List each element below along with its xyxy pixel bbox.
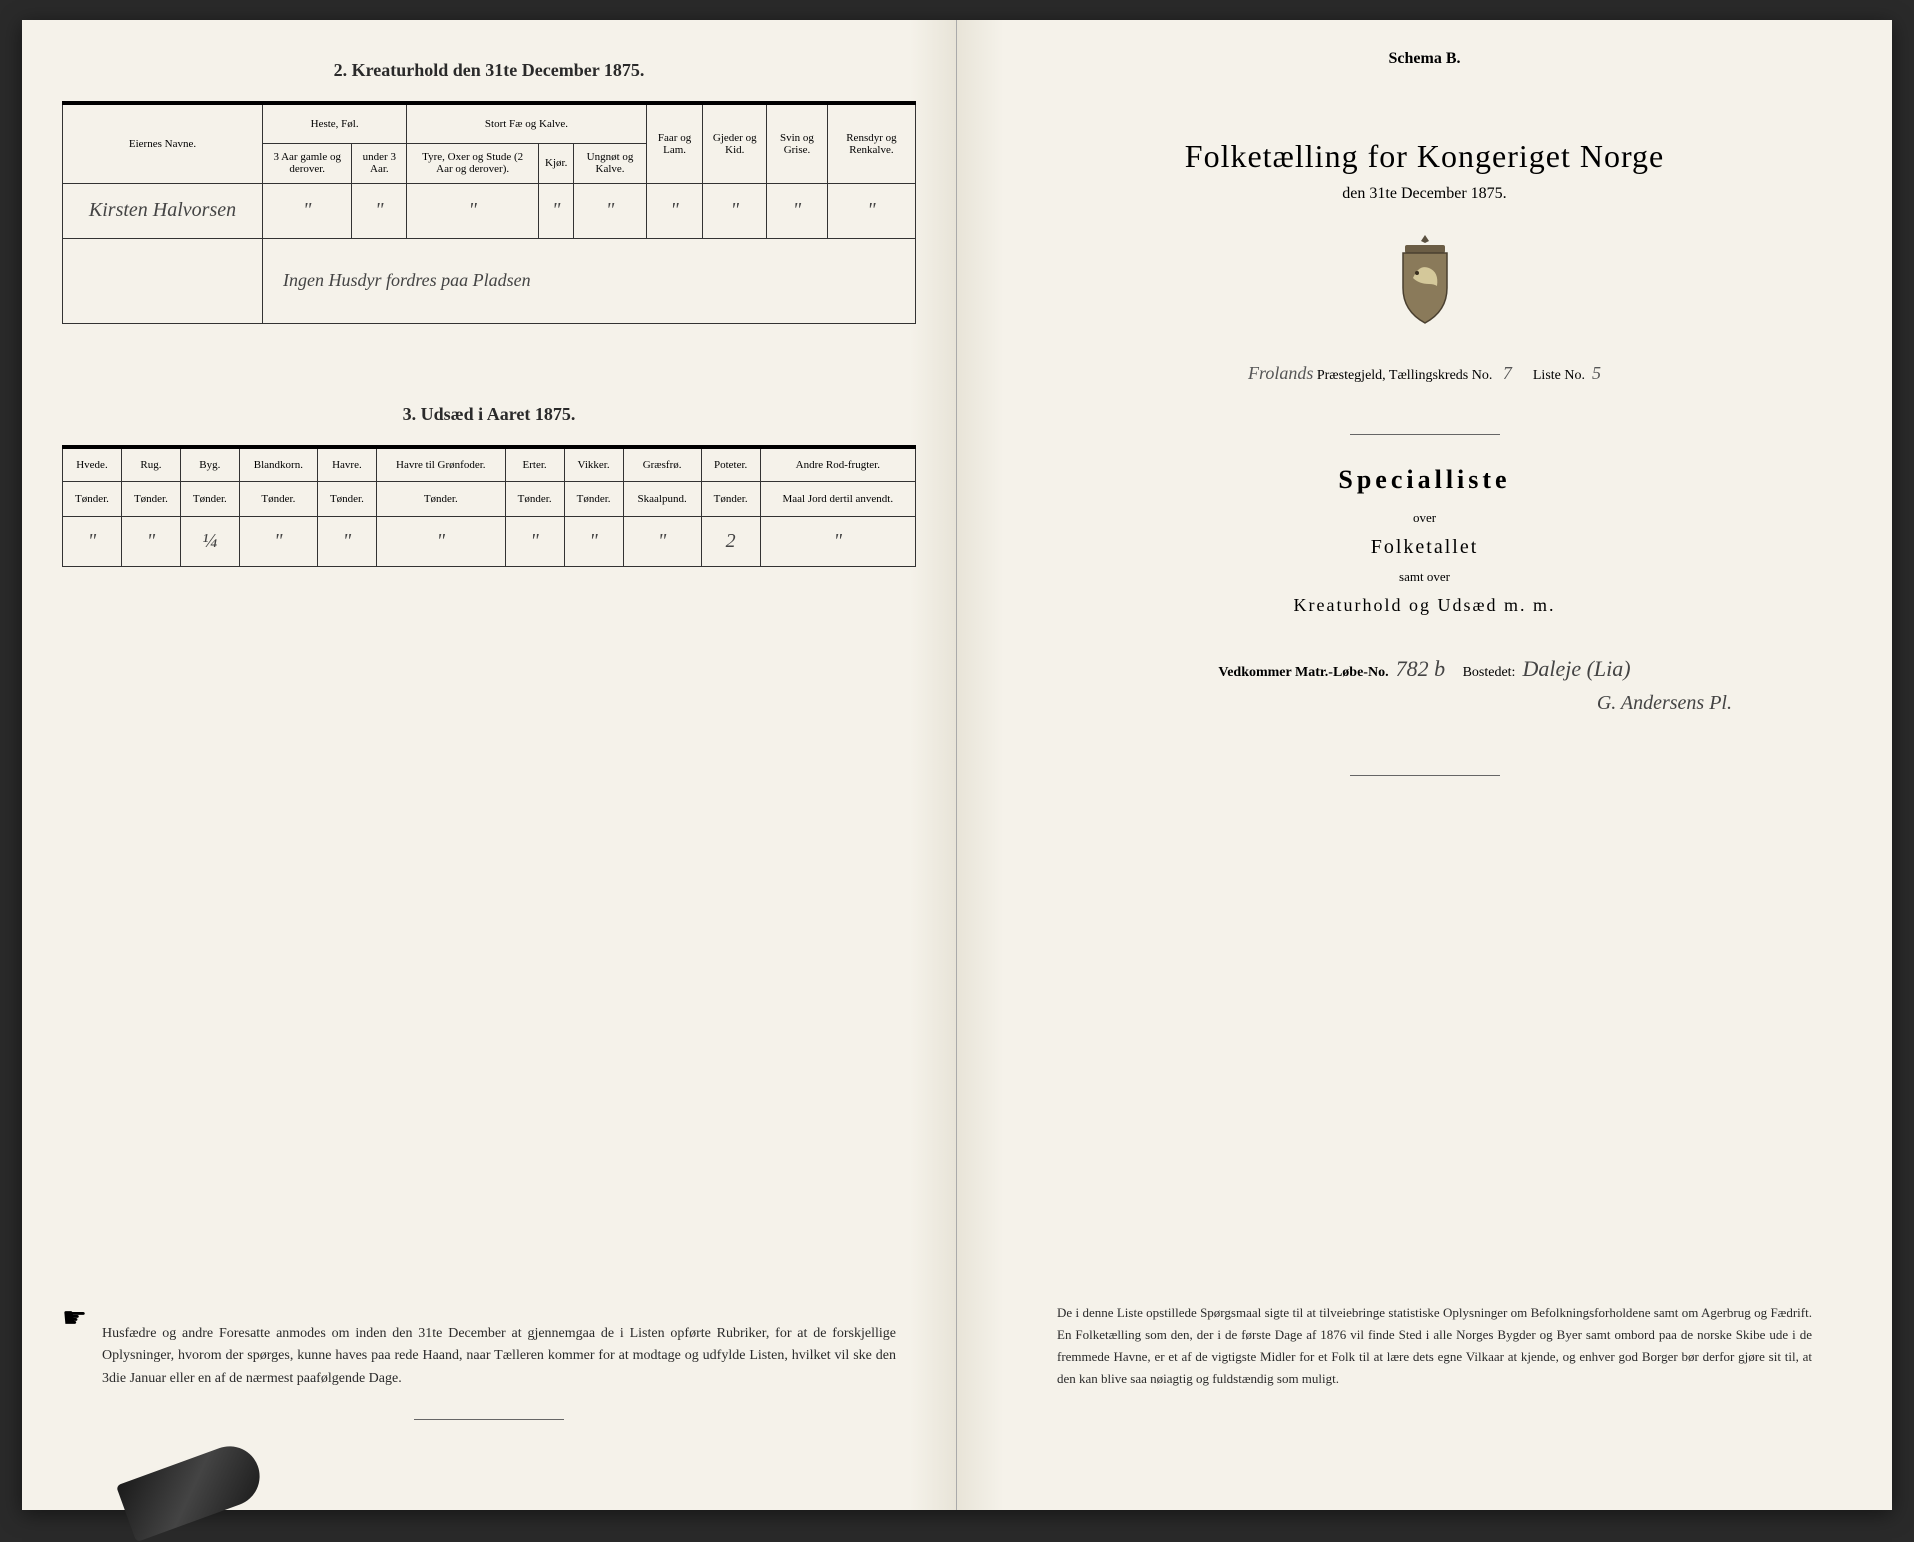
cell: 2 <box>701 517 760 567</box>
th-u: Tønder. <box>63 482 122 517</box>
over-label: over <box>997 510 1852 526</box>
udsaed-table: Hvede. Rug. Byg. Blandkorn. Havre. Havre… <box>62 445 916 568</box>
folketallet-label: Folketallet <box>997 536 1852 559</box>
th-u: Tønder. <box>239 482 317 517</box>
empty-cell <box>63 238 263 323</box>
th-u: Tønder. <box>564 482 623 517</box>
cell: " <box>352 183 407 238</box>
cell: " <box>505 517 564 567</box>
pen-corner <box>116 1438 268 1542</box>
subtitle: den 31te December 1875. <box>997 185 1852 203</box>
parish-label: Præstegjeld, Tællingskreds No. <box>1317 368 1493 383</box>
cell: " <box>121 517 180 567</box>
bosted-extra: G. Andersens Pl. <box>997 692 1852 715</box>
liste-no: 5 <box>1592 363 1601 383</box>
th-stort-a: Tyre, Oxer og Stude (2 Aar og derover). <box>407 143 539 183</box>
th-u: Skaalpund. <box>623 482 701 517</box>
book-spread: 2. Kreaturhold den 31te December 1875. E… <box>22 20 1892 1510</box>
th-andre: Andre Rod-frugter. <box>760 447 915 482</box>
th-heste-b: under 3 Aar. <box>352 143 407 183</box>
hand-pointer-icon: ☛ <box>62 1301 87 1335</box>
table-note-row: Ingen Husdyr fordres paa Pladsen <box>63 238 916 323</box>
th-stort-b: Kjør. <box>539 143 574 183</box>
schema-label: Schema B. <box>997 50 1852 68</box>
th-u: Tønder. <box>376 482 505 517</box>
th-eier: Eiernes Navne. <box>63 103 263 183</box>
cell: " <box>564 517 623 567</box>
th-blandkorn: Blandkorn. <box>239 447 317 482</box>
kreaturhold-table: Eiernes Navne. Heste, Føl. Stort Fæ og K… <box>62 101 916 324</box>
th-rug: Rug. <box>121 447 180 482</box>
cell: " <box>407 183 539 238</box>
th-stort-c: Ungnøt og Kalve. <box>574 143 646 183</box>
th-u: Tønder. <box>121 482 180 517</box>
matr-no: 782 b <box>1396 656 1446 681</box>
bosted-value: Daleje (Lia) <box>1522 656 1630 681</box>
specialliste-title: Specialliste <box>997 465 1852 495</box>
th-havregron: Havre til Grønfoder. <box>376 447 505 482</box>
main-title: Folketælling for Kongeriget Norge <box>997 138 1852 175</box>
cell: " <box>703 183 767 238</box>
liste-label: Liste No. <box>1533 368 1585 383</box>
parish-name: Frolands <box>1248 363 1313 383</box>
cell: " <box>767 183 828 238</box>
divider <box>414 1419 564 1420</box>
th-stort: Stort Fæ og Kalve. <box>407 103 646 143</box>
th-svin: Svin og Grise. <box>767 103 828 183</box>
cell: " <box>263 183 352 238</box>
cell: " <box>376 517 505 567</box>
kreaturhold-label: Kreaturhold og Udsæd m. m. <box>997 595 1852 616</box>
cell: " <box>539 183 574 238</box>
matr-line: Vedkommer Matr.-Løbe-No. 782 b Bostedet:… <box>997 656 1852 682</box>
coat-of-arms-icon <box>997 233 1852 333</box>
section3-title: 3. Udsæd i Aaret 1875. <box>62 404 916 425</box>
th-byg: Byg. <box>180 447 239 482</box>
th-erter: Erter. <box>505 447 564 482</box>
table-row: Kirsten Halvorsen " " " " " " " " " <box>63 183 916 238</box>
right-footer-note: De i denne Liste opstillede Spørgsmaal s… <box>1057 1302 1812 1390</box>
th-heste-a: 3 Aar gamle og derover. <box>263 143 352 183</box>
table-row: " " ¼ " " " " " " 2 " <box>63 517 916 567</box>
cell: " <box>646 183 703 238</box>
cell: " <box>317 517 376 567</box>
owner-name: Kirsten Halvorsen <box>63 183 263 238</box>
th-u: Maal Jord dertil anvendt. <box>760 482 915 517</box>
note-cell: Ingen Husdyr fordres paa Pladsen <box>263 238 916 323</box>
cell: " <box>760 517 915 567</box>
th-faar: Faar og Lam. <box>646 103 703 183</box>
kreds-no: 7 <box>1503 363 1512 383</box>
th-gjeder: Gjeder og Kid. <box>703 103 767 183</box>
cell: " <box>827 183 915 238</box>
parish-line: Frolands Præstegjeld, Tællingskreds No. … <box>997 363 1852 384</box>
section2-title: 2. Kreaturhold den 31te December 1875. <box>62 60 916 81</box>
th-vikker: Vikker. <box>564 447 623 482</box>
cell: " <box>574 183 646 238</box>
th-u: Tønder. <box>180 482 239 517</box>
left-page: 2. Kreaturhold den 31te December 1875. E… <box>22 20 957 1510</box>
samt-over-label: samt over <box>997 569 1852 585</box>
matr-label: Vedkommer Matr.-Løbe-No. <box>1218 665 1388 680</box>
cell: ¼ <box>180 517 239 567</box>
th-havre: Havre. <box>317 447 376 482</box>
cell: " <box>63 517 122 567</box>
bosted-label: Bostedet: <box>1463 665 1516 680</box>
cell: " <box>239 517 317 567</box>
left-footer-note: Husfædre og andre Foresatte anmodes om i… <box>102 1323 896 1390</box>
th-u: Tønder. <box>505 482 564 517</box>
th-poteter: Poteter. <box>701 447 760 482</box>
th-rensdyr: Rensdyr og Renkalve. <box>827 103 915 183</box>
th-u: Tønder. <box>701 482 760 517</box>
th-graesfro: Græsfrø. <box>623 447 701 482</box>
cell: " <box>623 517 701 567</box>
divider <box>1350 434 1500 435</box>
th-heste: Heste, Føl. <box>263 103 407 143</box>
th-u: Tønder. <box>317 482 376 517</box>
right-page: Schema B. Folketælling for Kongeriget No… <box>957 20 1892 1510</box>
th-hvede: Hvede. <box>63 447 122 482</box>
divider <box>1350 775 1500 776</box>
